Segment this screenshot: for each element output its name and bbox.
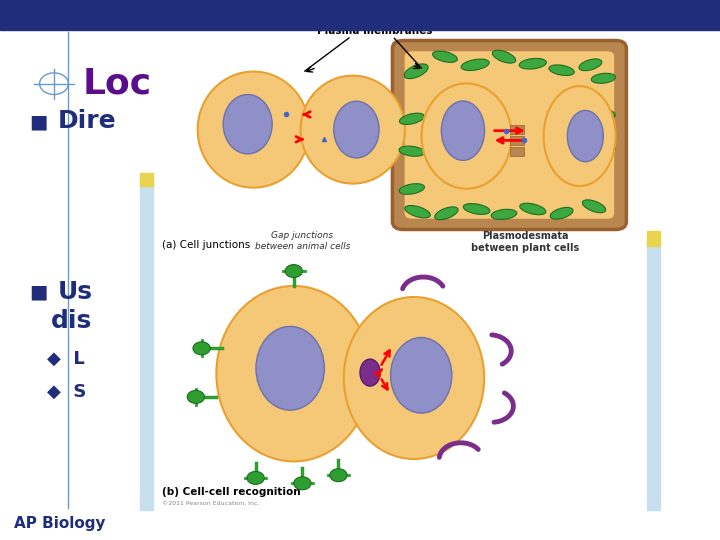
Bar [140,176,153,510]
Text: ◆  S: ◆ S [47,382,86,401]
Ellipse shape [301,76,405,184]
Ellipse shape [591,73,616,83]
Ellipse shape [223,94,272,154]
Text: Us: Us [58,280,93,303]
Bar [510,125,524,134]
Text: Dire: Dire [58,110,116,133]
Text: Plasmodesmata
between plant cells: Plasmodesmata between plant cells [472,231,580,253]
Circle shape [193,342,210,355]
Bar [647,240,660,510]
Text: Loc: Loc [83,67,152,100]
Ellipse shape [333,102,379,158]
Ellipse shape [256,326,324,410]
Ellipse shape [344,297,484,459]
Text: Plasma membranes: Plasma membranes [317,26,432,36]
Ellipse shape [360,359,380,386]
Ellipse shape [579,59,602,71]
Ellipse shape [491,210,517,219]
FancyBboxPatch shape [405,51,614,219]
FancyBboxPatch shape [392,40,626,230]
Text: (a) Cell junctions: (a) Cell junctions [162,240,251,249]
Bar [0,0,720,30]
Ellipse shape [400,113,424,124]
Ellipse shape [550,207,573,219]
Ellipse shape [433,51,457,62]
Text: AP Biology: AP Biology [14,516,106,531]
Ellipse shape [405,206,431,218]
Circle shape [285,265,302,278]
Ellipse shape [435,207,458,220]
Text: (b) Cell-cell recognition: (b) Cell-cell recognition [162,488,301,497]
Text: ◆  L: ◆ L [47,350,84,368]
Circle shape [247,471,264,484]
Ellipse shape [520,203,546,215]
Ellipse shape [567,111,603,162]
Text: Gap junctions
between animal cells: Gap junctions between animal cells [255,231,350,251]
Ellipse shape [464,204,490,214]
Ellipse shape [390,338,452,413]
Ellipse shape [404,64,428,79]
Ellipse shape [519,58,546,69]
Ellipse shape [592,146,615,157]
Bar [510,147,524,156]
Ellipse shape [216,286,372,461]
Text: dis: dis [50,309,91,333]
Ellipse shape [399,146,425,156]
Circle shape [294,477,311,490]
Ellipse shape [591,108,616,119]
Text: ■: ■ [29,112,48,131]
Ellipse shape [441,101,485,160]
Ellipse shape [462,59,489,71]
Ellipse shape [399,184,425,194]
Circle shape [187,390,204,403]
Bar [647,231,660,246]
Text: ©2011 Pearson Education, Inc.: ©2011 Pearson Education, Inc. [162,501,259,506]
Bar [140,173,153,186]
Bar [510,136,524,145]
Ellipse shape [582,200,606,213]
Ellipse shape [197,71,310,188]
Text: ■: ■ [29,282,48,301]
Ellipse shape [422,83,511,188]
Circle shape [330,469,347,482]
Ellipse shape [492,50,516,63]
Ellipse shape [549,65,575,76]
Ellipse shape [544,86,616,186]
